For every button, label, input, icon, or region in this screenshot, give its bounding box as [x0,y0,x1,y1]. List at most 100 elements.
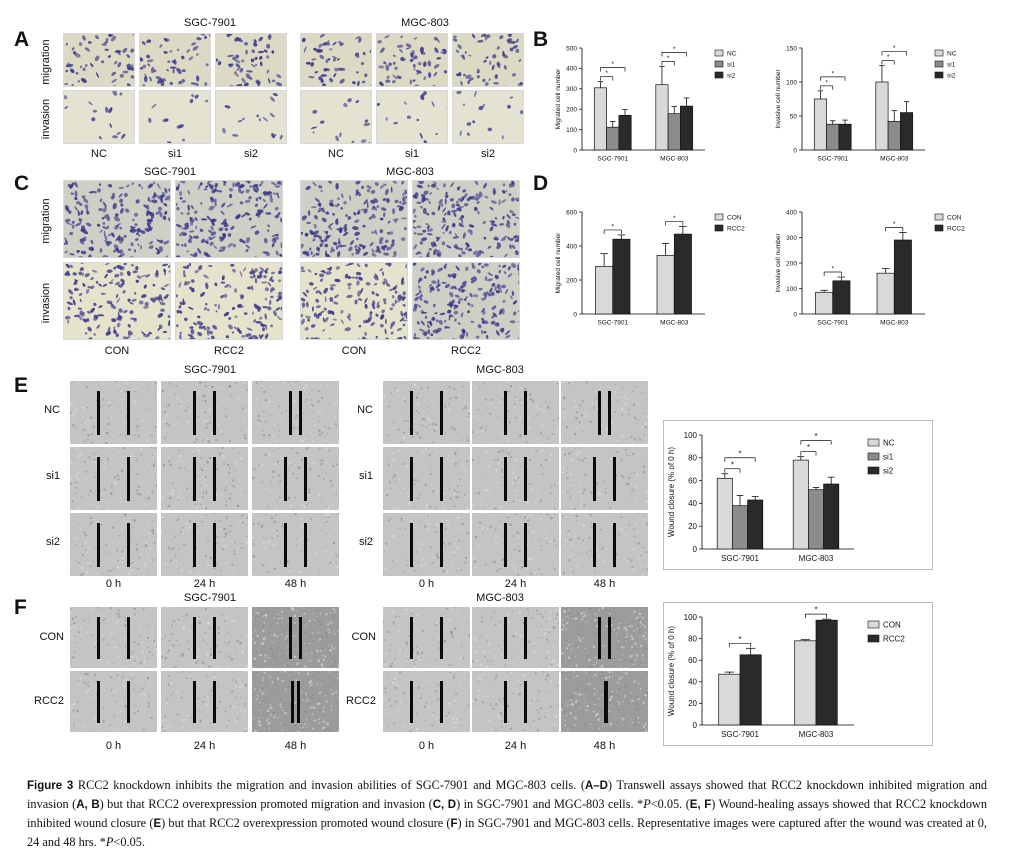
bar-si1-sgc-7901 [732,505,748,550]
legend-label-nc: NC [947,51,957,58]
wound-edge-left [193,680,196,724]
micrograph-cells [64,263,170,339]
bar-nc-sgc-7901 [813,98,827,151]
bar-rcc2-mgc-803 [673,233,692,315]
panel-e-header-sgc: SGC-7901 [184,364,236,376]
wound-texture [561,607,648,668]
wound-f-mgc-con-0h [383,607,470,668]
wound-edge-left [193,391,196,436]
panel-letter-d: D [533,172,549,195]
wound-edge-left [289,391,292,436]
y-tick-label: 0 [573,311,577,318]
sig-star: * [893,221,896,228]
y-tick-label: 600 [566,209,577,216]
panel-f-col-0h: 0 h [105,740,122,752]
micrograph-cells [453,34,523,86]
panel-f-col-24h-mgc: 24 h [504,740,527,752]
panel-e-col-0h: 0 h [105,578,122,590]
legend-label-si2: si2 [947,73,956,80]
wound-texture [161,381,248,444]
bar-rcc2-mgc-803 [815,619,838,726]
wound-f-sgc-con-24h [161,607,248,668]
x-tick-label: MGC-803 [880,320,909,327]
sig-star: * [611,61,614,68]
wound-texture [561,381,648,444]
panel-e-row-nc-mgc: NC [357,404,373,416]
wound-edge-left [97,616,100,660]
y-tick-label: 40 [688,678,697,687]
panel-f-col-48h-mgc: 48 h [593,740,616,752]
legend-swatch-con [934,213,944,221]
y-tick-label: 0 [793,147,797,154]
sig-star: * [611,223,614,230]
wound-edge-right [127,523,130,568]
chart-d-invasion: 0 100 200 300 400 Invasive cell number SGC-790… [775,209,965,327]
legend-swatch-rcc2 [714,224,724,232]
y-tick-label: 150 [786,45,797,52]
wound-edge-left [410,391,413,436]
panel-e-header-mgc: MGC-803 [476,364,524,376]
wound-edge-left [193,616,196,660]
micrograph-cells [176,263,282,339]
micrograph-a-invasion-nc-mgc [300,90,372,144]
micrograph-a-invasion-nc [63,90,135,144]
wound-edge-left [603,680,608,724]
wound-texture [472,513,559,576]
wound-f-sgc-rcc2-0h [70,671,157,732]
y-axis-label: Migrated cell number [555,68,562,130]
wound-texture [383,381,470,444]
wound-edge-right [440,616,443,660]
wound-edge-left [504,616,507,660]
panel-e-col-24h: 24 h [193,578,216,590]
wound-f-sgc-con-0h [70,607,157,668]
sig-star: * [814,606,817,615]
wound-e-sgc-nc-24h [161,381,248,444]
y-tick-label: 400 [566,66,577,73]
micrograph-cells [216,91,286,143]
sig-star: * [893,45,896,52]
y-axis-label: Wound closure (% of 0 h) [667,447,676,537]
legend-label-si1: si1 [947,62,956,69]
wound-edge-right [304,523,307,568]
micrograph-c-invasion-rcc2-mgc [412,262,520,340]
wound-f-mgc-rcc2-0h [383,671,470,732]
wound-edge-left [284,523,287,568]
micrograph-cells [216,34,286,86]
wound-edge-left [593,523,596,568]
x-tick-label: MGC-803 [660,156,689,163]
wound-edge-left [97,391,100,436]
wound-edge-right [213,523,216,568]
wound-edge-left [504,523,507,568]
wound-f-mgc-con-48h [561,607,648,668]
wound-edge-left [410,457,413,502]
y-tick-label: 400 [786,209,797,216]
wound-edge-right [524,391,527,436]
wound-edge-left [97,680,100,724]
y-tick-label: 300 [566,86,577,93]
legend-label-si2: si2 [883,467,894,476]
wound-edge-right [440,457,443,502]
micrograph-c-migration-rcc2 [175,180,283,258]
wound-edge-right [613,457,616,502]
caption-segment: E, F [689,799,712,811]
wound-edge-right [524,616,527,660]
bar-con-mgc-803 [794,640,817,726]
bar-rcc2-mgc-803 [893,239,912,315]
wound-e-mgc-si1-24h [472,447,559,510]
legend-label-rcc2: RCC2 [883,635,905,644]
bar-si1-mgc-803 [808,489,824,550]
wound-texture [70,513,157,576]
bar-si1-sgc-7901 [826,123,840,151]
x-tick-label: MGC-803 [799,554,834,563]
x-tick-label: SGC-7901 [597,320,628,327]
panel-c-col-rcc2: RCC2 [214,345,244,357]
panel-c-col-rcc2-mgc: RCC2 [451,345,481,357]
legend-swatch-nc [714,49,724,57]
y-tick-label: 500 [566,45,577,52]
wound-edge-left [504,391,507,436]
panel-e-col-24h-mgc: 24 h [504,578,527,590]
y-tick-label: 60 [688,476,697,485]
y-axis-label: Invasive cell number [775,69,782,129]
y-tick-label: 0 [793,311,797,318]
figure-caption-lead: Figure 3 [27,780,74,792]
